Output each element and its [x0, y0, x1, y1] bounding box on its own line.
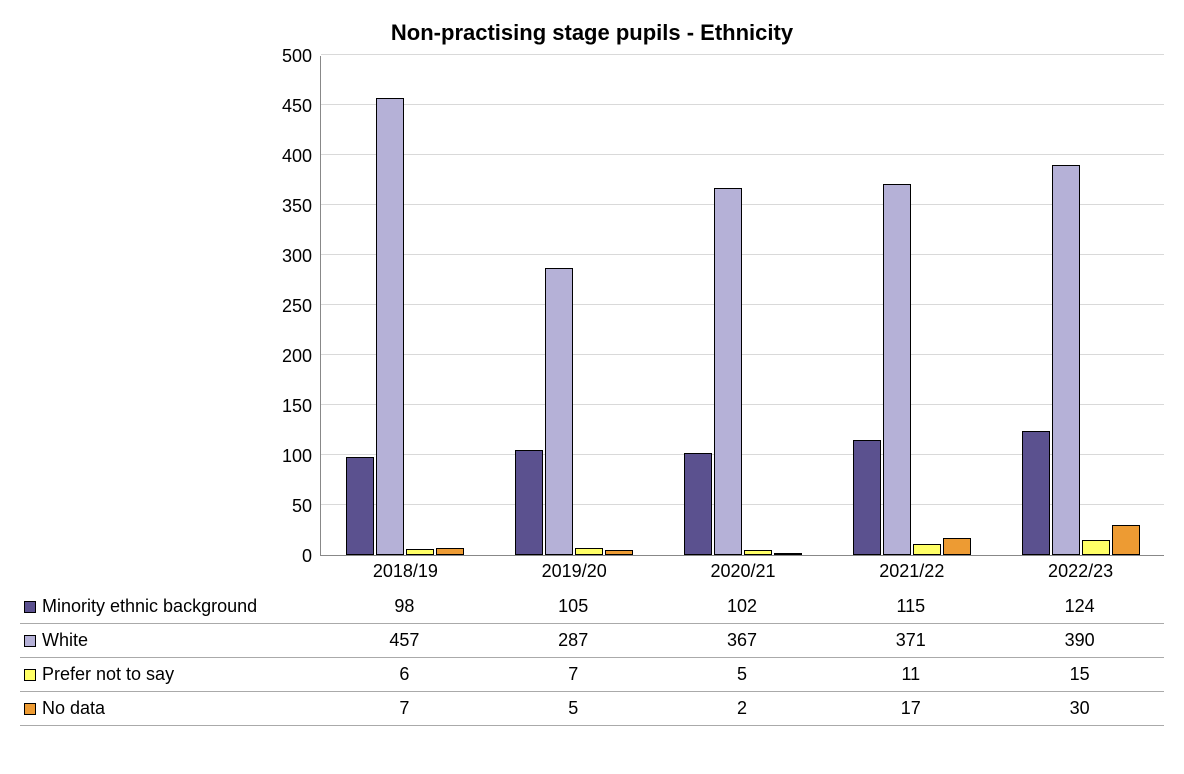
chart-title: Non-practising stage pupils - Ethnicity [20, 20, 1164, 46]
bar [605, 550, 633, 555]
table-cell: 124 [995, 590, 1164, 624]
chart-container: Non-practising stage pupils - Ethnicity … [20, 20, 1164, 726]
bar [684, 453, 712, 555]
bar [853, 440, 881, 555]
bar [515, 450, 543, 555]
legend-swatch [24, 635, 36, 647]
x-tick-label: 2020/21 [710, 561, 775, 582]
table-cell: 2 [658, 692, 827, 726]
series-name: Prefer not to say [42, 664, 174, 684]
bar [744, 550, 772, 555]
bar [1022, 431, 1050, 555]
table-cell: 367 [658, 624, 827, 658]
series-label: White [20, 624, 320, 658]
bar [774, 553, 802, 555]
series-label: Prefer not to say [20, 658, 320, 692]
table-row: Minority ethnic background 98105102115124 [20, 590, 1164, 624]
table-cell: 15 [995, 658, 1164, 692]
table-cell: 102 [658, 590, 827, 624]
bar [913, 544, 941, 555]
series-label: No data [20, 692, 320, 726]
bar-group [853, 184, 971, 555]
table-cell: 7 [489, 658, 658, 692]
x-tick-label: 2019/20 [542, 561, 607, 582]
x-tick-label: 2018/19 [373, 561, 438, 582]
table-cell: 287 [489, 624, 658, 658]
bar-group [515, 268, 633, 555]
legend-swatch [24, 601, 36, 613]
table-cell: 5 [489, 692, 658, 726]
table-cell: 105 [489, 590, 658, 624]
bar-group [684, 188, 802, 555]
table-cell: 17 [826, 692, 995, 726]
bar [406, 549, 434, 555]
table-cell: 98 [320, 590, 489, 624]
bar [714, 188, 742, 555]
table-row: No data 7521730 [20, 692, 1164, 726]
series-name: Minority ethnic background [42, 596, 257, 616]
bar-group [1022, 165, 1140, 555]
table-cell: 7 [320, 692, 489, 726]
table-row: White 457287367371390 [20, 624, 1164, 658]
table-cell: 6 [320, 658, 489, 692]
series-label: Minority ethnic background [20, 590, 320, 624]
table-cell: 390 [995, 624, 1164, 658]
plot-area: 2018/192019/202020/212021/222022/23 [320, 56, 1164, 556]
y-axis: 050100150200250300350400450500 [20, 56, 320, 556]
table-row: Prefer not to say 6751115 [20, 658, 1164, 692]
table-cell: 371 [826, 624, 995, 658]
bar [436, 548, 464, 555]
gridline [321, 54, 1164, 55]
bar [883, 184, 911, 555]
table-cell: 115 [826, 590, 995, 624]
x-tick-label: 2022/23 [1048, 561, 1113, 582]
bar-group [346, 98, 464, 555]
bar [1052, 165, 1080, 555]
bar [376, 98, 404, 555]
data-table: Minority ethnic background98105102115124… [20, 590, 1164, 726]
bar [545, 268, 573, 555]
table-cell: 30 [995, 692, 1164, 726]
table-cell: 457 [320, 624, 489, 658]
legend-swatch [24, 669, 36, 681]
bar [575, 548, 603, 555]
bar [943, 538, 971, 555]
bar [1082, 540, 1110, 555]
series-name: No data [42, 698, 105, 718]
plot-wrap: 050100150200250300350400450500 2018/1920… [20, 56, 1164, 556]
bar [1112, 525, 1140, 555]
legend-swatch [24, 703, 36, 715]
series-name: White [42, 630, 88, 650]
x-tick-label: 2021/22 [879, 561, 944, 582]
bar [346, 457, 374, 555]
table-cell: 11 [826, 658, 995, 692]
table-cell: 5 [658, 658, 827, 692]
